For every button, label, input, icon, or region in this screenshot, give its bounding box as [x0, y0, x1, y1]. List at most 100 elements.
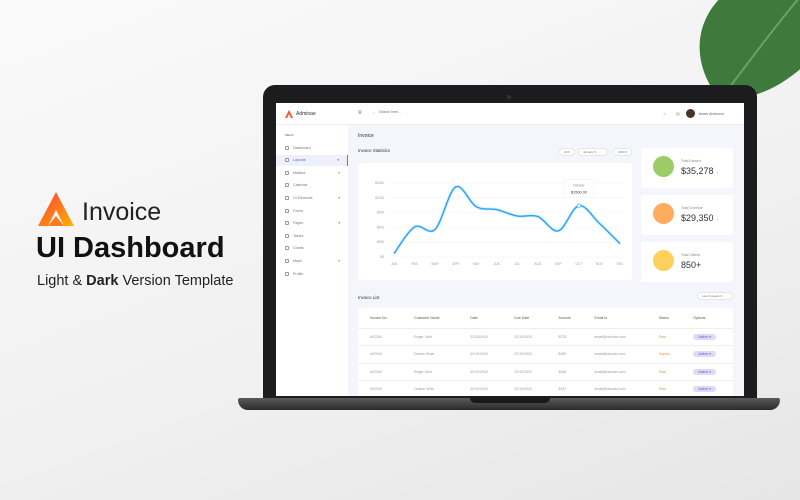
cell-date: 22/10/2019: [458, 345, 503, 364]
month-select[interactable]: January ▾: [578, 148, 608, 156]
tooltip-value: $1500.00: [571, 191, 587, 195]
invoice-table: Invoice No. Customer Name Date Due Date Amou…: [358, 308, 733, 396]
x-tick-label: DEC: [617, 262, 624, 266]
sidebar-item-label: Charts: [293, 246, 304, 251]
cell-options: Action ▾: [681, 345, 733, 364]
laptop-base: [238, 398, 780, 410]
column-header: Amount: [546, 308, 583, 329]
cell-no: #02345: [358, 328, 403, 346]
sidebar-item-label: Forms: [293, 208, 304, 213]
action-label: Action: [698, 369, 709, 374]
sidebar-item-label: Layouts: [293, 158, 306, 163]
stat-value-wrap: $35,278 ↑: [681, 166, 719, 176]
sidebar-item-layouts[interactable]: Layouts ▾: [276, 154, 348, 166]
action-label: Action: [698, 334, 709, 339]
cell-options: Action ▾: [681, 328, 733, 346]
stat-card-total-earned: Total Earned $35,278 ↑: [641, 148, 733, 188]
sidebar-item-forms[interactable]: Forms: [276, 205, 348, 216]
month-value: January: [583, 150, 594, 154]
message-icon[interactable]: ▤: [676, 111, 680, 116]
chevron-down-icon: ▾: [338, 195, 340, 200]
action-button[interactable]: Action ▾: [693, 386, 716, 393]
column-header: Options: [681, 308, 733, 329]
stat-value: $35,278: [681, 166, 714, 176]
pages-icon: [285, 221, 289, 226]
mail-icon: [285, 170, 289, 175]
chevron-down-icon: ▾: [708, 369, 711, 374]
trend-up-icon: ↑: [716, 217, 719, 222]
cell-due: 22/10/2020: [502, 345, 547, 364]
y-tick-label: $900: [377, 211, 384, 215]
cell-due: 22/10/2020: [502, 363, 547, 381]
cell-name: Dexton Brain: [402, 345, 459, 364]
sidebar-item-profile[interactable]: Profile: [276, 268, 348, 279]
sidebar-item-mailbox[interactable]: Mailbox ▾: [276, 167, 348, 178]
cell-due: 22/10/2020: [502, 328, 547, 346]
user-icon: [653, 250, 674, 271]
invoice-table-card: Invoice No. Customer Name Date Due Date Amou…: [358, 308, 733, 396]
cell-email: email@domain.com: [582, 380, 647, 396]
stat-value-wrap: 850+: [681, 260, 704, 270]
chevron-down-icon: ▾: [338, 170, 340, 175]
period-value: Last 3 weeks: [702, 294, 720, 298]
day-value: 23: [564, 150, 568, 154]
page-title: Invoice: [358, 133, 374, 139]
cell-name: Roger John: [402, 363, 459, 381]
cell-no: #02345: [358, 363, 403, 381]
cell-date: 22/10/2019: [458, 328, 503, 346]
trend-up-icon: ↑: [716, 170, 719, 175]
sidebar-item-dashboard[interactable]: Dashboard: [276, 142, 348, 153]
avatar[interactable]: [686, 109, 695, 118]
year-select[interactable]: 2020 ▾: [613, 148, 633, 156]
action-button[interactable]: Action ▾: [693, 368, 716, 375]
column-header: Invoice No.: [358, 308, 403, 329]
sidebar-item-label: Pages: [293, 221, 304, 226]
y-tick-label: $300: [377, 240, 384, 244]
column-header: Customer Name: [402, 308, 459, 329]
sidebar-item-charts[interactable]: Charts: [276, 243, 348, 254]
user-icon: [285, 271, 289, 276]
sidebar-item-label: Profile: [293, 271, 304, 276]
user-name[interactable]: James Anderson: [698, 112, 725, 116]
chevron-down-icon: ▾: [708, 352, 711, 357]
dashboard-screen: Adminae ≡ ⌕ ♫ ▤ James Anderson MENU Dash…: [276, 103, 744, 396]
hero-subtitle: UI Dashboard: [36, 232, 225, 264]
cell-email: email@domain.com: [582, 345, 647, 364]
data-point[interactable]: [576, 203, 582, 208]
action-button[interactable]: Action ▾: [693, 333, 716, 340]
sidebar-item-ui-elements[interactable]: UI Elements ▾: [276, 192, 348, 203]
day-select[interactable]: 23 ▾: [559, 148, 575, 156]
action-button[interactable]: Action ▾: [693, 351, 716, 358]
sidebar-item-tables[interactable]: Tables: [276, 230, 348, 241]
cell-amount: $278: [546, 328, 583, 346]
chart-tooltip: October $1500.00: [563, 179, 595, 198]
hamburger-menu-icon[interactable]: ≡: [358, 110, 362, 116]
year-value: 2020: [618, 150, 625, 154]
column-header: Email Id: [582, 308, 647, 329]
laptop-camera: [507, 95, 511, 99]
file-icon: [285, 208, 289, 213]
sidebar-item-calendar[interactable]: Calendar: [276, 180, 348, 191]
hero-title: Invoice: [82, 198, 162, 226]
x-tick-label: APR: [452, 262, 459, 266]
search-input[interactable]: [379, 110, 439, 114]
sidebar-item-maps[interactable]: Maps ▾: [276, 255, 348, 266]
topbar: Adminae ≡ ⌕ ♫ ▤ James Anderson: [276, 103, 744, 125]
cell-date: 22/10/2019: [458, 380, 503, 396]
sidebar-item-label: Maps: [293, 258, 302, 263]
bell-icon[interactable]: ♫: [663, 111, 666, 116]
status-badge: Paid: [646, 363, 682, 381]
cell-amount: $264: [546, 363, 583, 381]
stat-label: Total Earned: [681, 159, 701, 163]
brand-logo-icon: [285, 110, 293, 118]
sidebar-item-pages[interactable]: Pages ▾: [276, 218, 348, 229]
table-row: #02345 Roger John 22/10/2019 22/10/2020 $278…: [358, 328, 733, 346]
status-badge: Paid: [646, 380, 682, 396]
calendar-icon: [285, 183, 289, 188]
stat-value: 850+: [681, 260, 702, 270]
period-select[interactable]: Last 3 weeks ▾: [697, 292, 733, 300]
wallet-icon: [653, 156, 674, 177]
sidebar-item-label: Tables: [293, 233, 304, 238]
tagline-bold: Dark: [86, 273, 119, 289]
layers-icon: [285, 158, 289, 163]
